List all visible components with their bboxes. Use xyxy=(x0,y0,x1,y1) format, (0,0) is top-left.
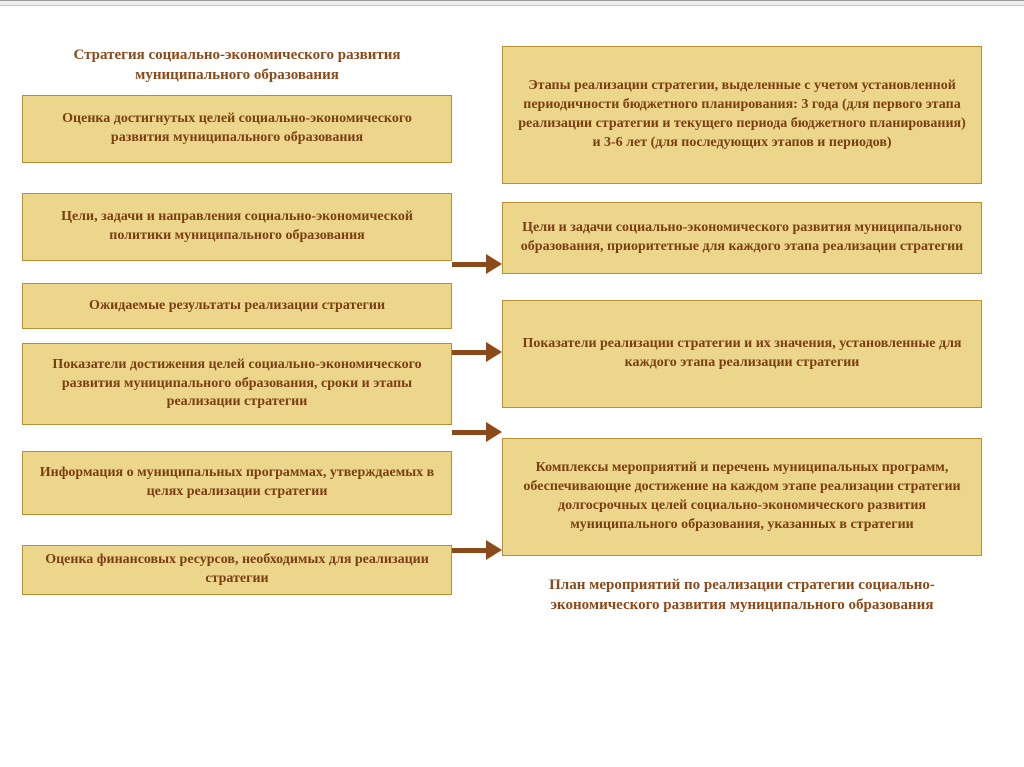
right-column: Этапы реализации стратегии, выделенные с… xyxy=(502,46,982,615)
arrow-line-icon xyxy=(452,430,486,435)
box-l2: Цели, задачи и направления социально-эко… xyxy=(22,193,452,261)
box-r2: Цели и задачи социально-экономического р… xyxy=(502,202,982,274)
box-l3: Ожидаемые результаты реализации стратеги… xyxy=(22,283,452,329)
arrow-head-icon xyxy=(486,540,502,560)
arrow-head-icon xyxy=(486,342,502,362)
arrow-head-icon xyxy=(486,422,502,442)
box-l5: Информация о муниципальных программах, у… xyxy=(22,451,452,515)
arrow-line-icon xyxy=(452,350,486,355)
box-r1: Этапы реализации стратегии, выделенные с… xyxy=(502,46,982,184)
arrow-line-icon xyxy=(452,262,486,267)
box-l4: Показатели достижения целей социально-эк… xyxy=(22,343,452,425)
arrow-line-icon xyxy=(452,548,486,553)
right-column-footer: План мероприятий по реализации стратегии… xyxy=(502,576,982,615)
diagram-container: Стратегия социально-экономического разви… xyxy=(22,46,1002,615)
left-column: Стратегия социально-экономического разви… xyxy=(22,46,452,615)
window-top-border xyxy=(0,0,1024,6)
box-l6: Оценка финансовых ресурсов, необходимых … xyxy=(22,545,452,595)
box-r4: Комплексы мероприятий и перечень муницип… xyxy=(502,438,982,556)
left-column-title: Стратегия социально-экономического разви… xyxy=(22,46,452,85)
box-r3: Показатели реализации стратегии и их зна… xyxy=(502,300,982,408)
arrow-head-icon xyxy=(486,254,502,274)
box-l1: Оценка достигнутых целей социально-эконо… xyxy=(22,95,452,163)
